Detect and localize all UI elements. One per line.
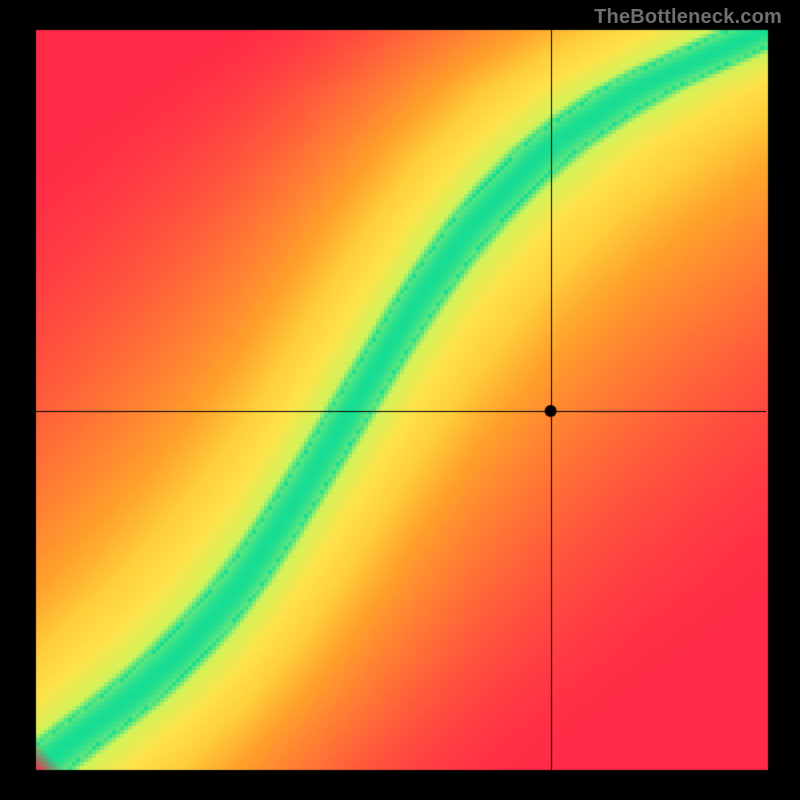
bottleneck-heatmap bbox=[0, 0, 800, 800]
watermark-text: TheBottleneck.com bbox=[594, 6, 782, 29]
chart-frame: { "canvas": { "width": 800, "height": 80… bbox=[0, 0, 800, 800]
